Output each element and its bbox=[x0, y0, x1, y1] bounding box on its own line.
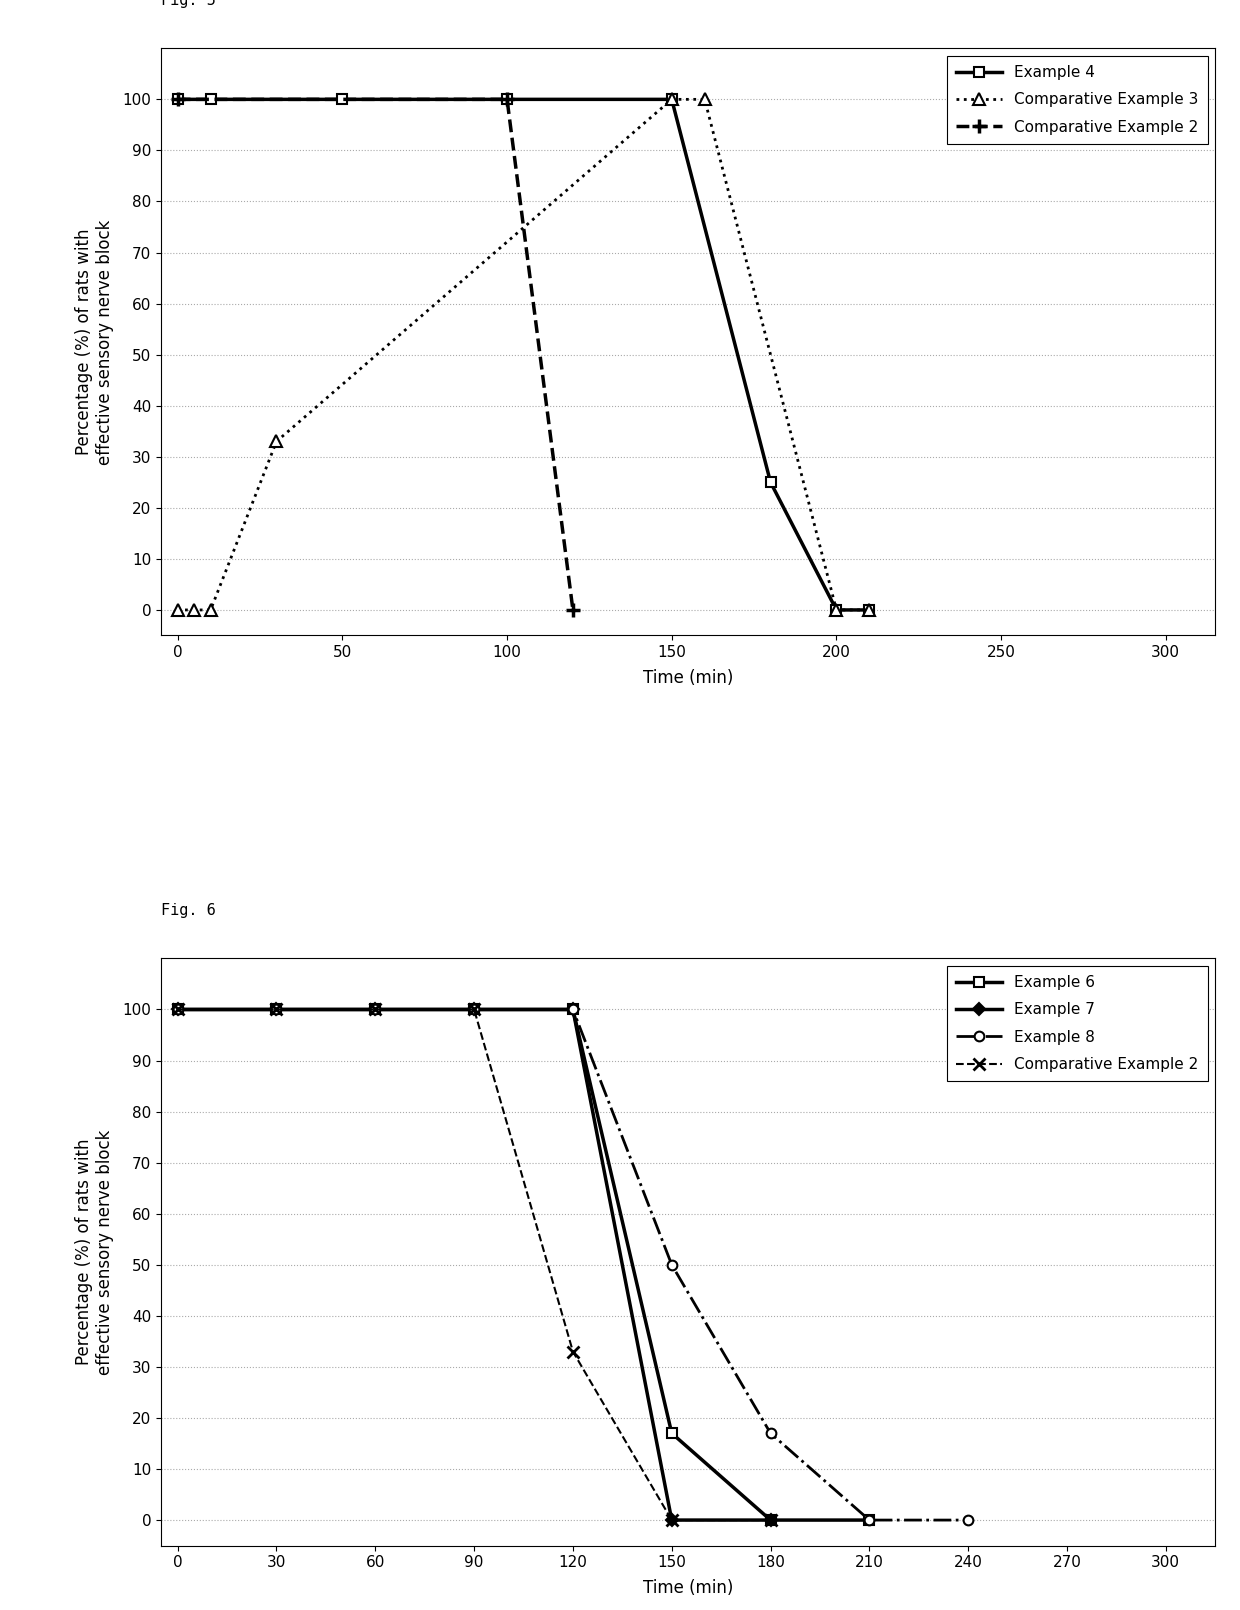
Example 4 bbox=[665, 90, 680, 109]
Example 6 bbox=[665, 1423, 680, 1443]
Example 8 bbox=[763, 1423, 777, 1443]
Comparative Example 2 bbox=[368, 1000, 383, 1019]
Line: Comparative Example 3: Comparative Example 3 bbox=[172, 93, 875, 615]
Line: Comparative Example 2: Comparative Example 2 bbox=[171, 92, 580, 617]
Example 7 bbox=[170, 1000, 185, 1019]
Comparative Example 2 bbox=[665, 1510, 680, 1529]
Example 8 bbox=[368, 1000, 383, 1019]
Example 6 bbox=[862, 1510, 877, 1529]
Comparative Example 2 bbox=[500, 90, 515, 109]
Example 4 bbox=[830, 601, 844, 620]
Example 8 bbox=[269, 1000, 284, 1019]
Comparative Example 3 bbox=[830, 601, 844, 620]
Comparative Example 3 bbox=[697, 90, 712, 109]
Comparative Example 2 bbox=[565, 1341, 580, 1360]
Example 6 bbox=[368, 1000, 383, 1019]
Text: Fig. 5: Fig. 5 bbox=[161, 0, 216, 8]
Example 8 bbox=[961, 1510, 976, 1529]
Example 6 bbox=[565, 1000, 580, 1019]
Example 4 bbox=[203, 90, 218, 109]
X-axis label: Time (min): Time (min) bbox=[644, 668, 733, 686]
Comparative Example 2 bbox=[763, 1510, 777, 1529]
Example 4 bbox=[335, 90, 350, 109]
Comparative Example 3 bbox=[187, 601, 202, 620]
Comparative Example 3 bbox=[203, 601, 218, 620]
Example 4 bbox=[862, 601, 877, 620]
Y-axis label: Percentage (%) of rats with
effective sensory nerve block: Percentage (%) of rats with effective se… bbox=[76, 1129, 114, 1375]
Line: Example 6: Example 6 bbox=[172, 1005, 874, 1525]
Example 8 bbox=[862, 1510, 877, 1529]
Comparative Example 2 bbox=[565, 601, 580, 620]
Comparative Example 2 bbox=[466, 1000, 481, 1019]
X-axis label: Time (min): Time (min) bbox=[644, 1579, 733, 1597]
Example 8 bbox=[665, 1256, 680, 1275]
Example 6 bbox=[763, 1510, 777, 1529]
Example 7 bbox=[565, 1000, 580, 1019]
Comparative Example 3 bbox=[170, 601, 185, 620]
Example 8 bbox=[565, 1000, 580, 1019]
Line: Example 4: Example 4 bbox=[172, 95, 874, 615]
Comparative Example 3 bbox=[269, 431, 284, 451]
Comparative Example 2 bbox=[170, 1000, 185, 1019]
Example 7 bbox=[368, 1000, 383, 1019]
Example 7 bbox=[665, 1510, 680, 1529]
Legend: Example 4, Comparative Example 3, Comparative Example 2: Example 4, Comparative Example 3, Compar… bbox=[947, 56, 1208, 143]
Example 6 bbox=[170, 1000, 185, 1019]
Line: Example 7: Example 7 bbox=[174, 1005, 775, 1525]
Example 7 bbox=[763, 1510, 777, 1529]
Example 7 bbox=[466, 1000, 481, 1019]
Example 8 bbox=[466, 1000, 481, 1019]
Example 6 bbox=[466, 1000, 481, 1019]
Example 4 bbox=[763, 473, 777, 493]
Example 8 bbox=[170, 1000, 185, 1019]
Text: Fig. 6: Fig. 6 bbox=[161, 903, 216, 918]
Comparative Example 3 bbox=[862, 601, 877, 620]
Comparative Example 3 bbox=[665, 90, 680, 109]
Line: Comparative Example 2: Comparative Example 2 bbox=[171, 1003, 776, 1526]
Line: Example 8: Example 8 bbox=[172, 1005, 973, 1525]
Example 7 bbox=[269, 1000, 284, 1019]
Example 4 bbox=[170, 90, 185, 109]
Example 4 bbox=[500, 90, 515, 109]
Y-axis label: Percentage (%) of rats with
effective sensory nerve block: Percentage (%) of rats with effective se… bbox=[76, 219, 114, 465]
Example 6 bbox=[269, 1000, 284, 1019]
Comparative Example 2 bbox=[269, 1000, 284, 1019]
Comparative Example 2 bbox=[170, 90, 185, 109]
Legend: Example 6, Example 7, Example 8, Comparative Example 2: Example 6, Example 7, Example 8, Compara… bbox=[947, 966, 1208, 1080]
